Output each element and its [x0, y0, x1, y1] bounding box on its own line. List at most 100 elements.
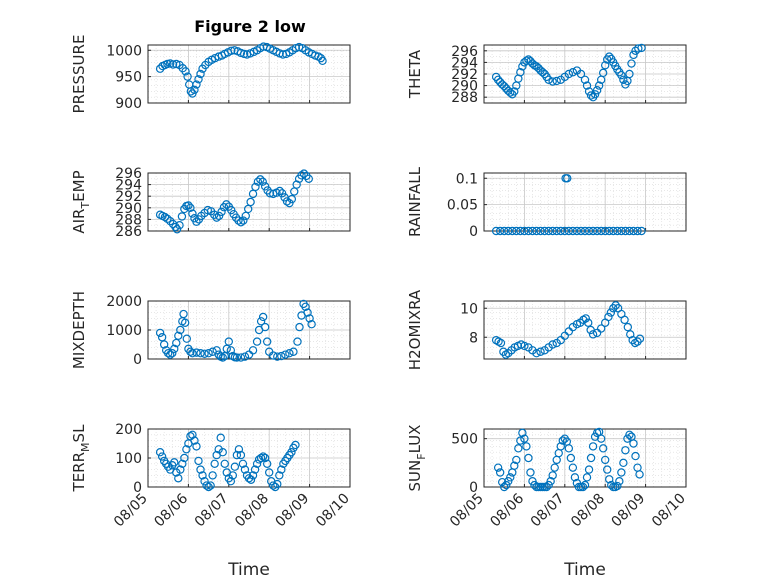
- data-point: [512, 226, 521, 236]
- y-axis-label: THETA: [406, 49, 424, 99]
- data-point: [155, 448, 165, 457]
- data-point: [179, 309, 188, 319]
- data-point: [204, 349, 213, 358]
- data-point: [240, 352, 250, 361]
- data-point: [578, 482, 588, 492]
- data-point: [621, 446, 630, 455]
- data-point: [580, 480, 590, 490]
- data-point: [601, 455, 610, 465]
- y-tick-label: 292: [451, 67, 478, 83]
- data-point: [580, 75, 590, 85]
- data-point: [548, 471, 557, 480]
- y-tick-label: 294: [115, 178, 142, 194]
- data-point: [155, 328, 165, 338]
- data-point: [510, 87, 519, 96]
- data-point: [564, 226, 574, 236]
- data-point: [598, 68, 608, 78]
- data-point: [200, 349, 209, 358]
- data-point: [260, 182, 270, 191]
- data-point: [256, 175, 265, 184]
- data-point: [258, 452, 268, 461]
- data-point: [224, 337, 233, 346]
- data-point: [582, 473, 592, 482]
- data-point: [248, 346, 258, 355]
- y-tick-label: 290: [451, 79, 478, 95]
- axes-box: [147, 44, 351, 104]
- data-point: [605, 226, 614, 236]
- data-point: [582, 81, 592, 90]
- data-point: [572, 226, 582, 236]
- data-point: [619, 75, 628, 85]
- data-point: [188, 430, 197, 439]
- data-point: [601, 61, 610, 70]
- data-point: [598, 444, 608, 453]
- data-point: [222, 200, 231, 209]
- data-point: [568, 68, 578, 77]
- data-point: [601, 226, 610, 236]
- data-point: [506, 88, 515, 97]
- data-point: [277, 189, 287, 198]
- data-point: [619, 458, 628, 468]
- data-point: [625, 226, 634, 236]
- data-point: [568, 226, 578, 236]
- data-point: [550, 463, 559, 472]
- data-point: [495, 226, 505, 236]
- y-tick-label: 286: [115, 224, 142, 240]
- data-point: [526, 468, 535, 477]
- y-tick-label: 0.1: [456, 171, 478, 187]
- data-point: [248, 471, 258, 480]
- data-point: [560, 226, 570, 236]
- data-point: [496, 338, 506, 348]
- data-point: [605, 52, 614, 61]
- data-point: [629, 439, 638, 448]
- data-point: [202, 481, 211, 490]
- data-point: [226, 477, 236, 486]
- data-point: [206, 481, 215, 490]
- data-point: [258, 177, 267, 186]
- data-point: [194, 75, 203, 84]
- data-point: [260, 322, 270, 332]
- data-point: [522, 442, 531, 451]
- axes-box: [483, 300, 687, 360]
- data-point: [208, 471, 217, 480]
- data-point: [174, 474, 183, 483]
- data-point: [576, 69, 586, 79]
- data-point: [518, 62, 527, 71]
- data-point: [218, 353, 227, 362]
- data-point: [584, 226, 594, 236]
- data-point: [504, 226, 513, 236]
- data-point: [265, 468, 274, 477]
- x-axis-label: Time: [227, 560, 270, 580]
- data-point: [234, 216, 243, 225]
- data-point: [182, 445, 191, 454]
- data-point: [566, 453, 576, 463]
- subplot-6: 8 10 H2OMIXRA: [406, 289, 687, 370]
- data-point: [542, 482, 551, 492]
- data-point: [516, 436, 525, 445]
- data-point: [163, 349, 173, 358]
- data-point: [625, 430, 634, 439]
- data-point: [168, 349, 177, 358]
- data-point: [236, 353, 246, 362]
- data-point: [172, 225, 182, 234]
- data-point: [617, 70, 626, 80]
- data-point: [607, 480, 616, 490]
- data-point: [174, 331, 183, 340]
- data-point: [615, 477, 624, 486]
- data-point: [617, 226, 626, 236]
- data-point: [281, 350, 290, 359]
- data-point: [524, 226, 533, 236]
- data-point: [220, 459, 229, 468]
- y-tick-label: 10: [460, 301, 478, 317]
- data-point: [295, 322, 304, 332]
- data-point: [159, 340, 169, 349]
- y-tick-label: 900: [115, 96, 142, 112]
- data-point: [620, 315, 629, 325]
- data-point: [273, 479, 282, 489]
- data-point: [192, 80, 201, 89]
- y-axis-label: PRESSURE: [70, 35, 88, 114]
- data-point: [548, 226, 557, 236]
- data-point: [516, 226, 525, 236]
- data-point: [594, 81, 604, 90]
